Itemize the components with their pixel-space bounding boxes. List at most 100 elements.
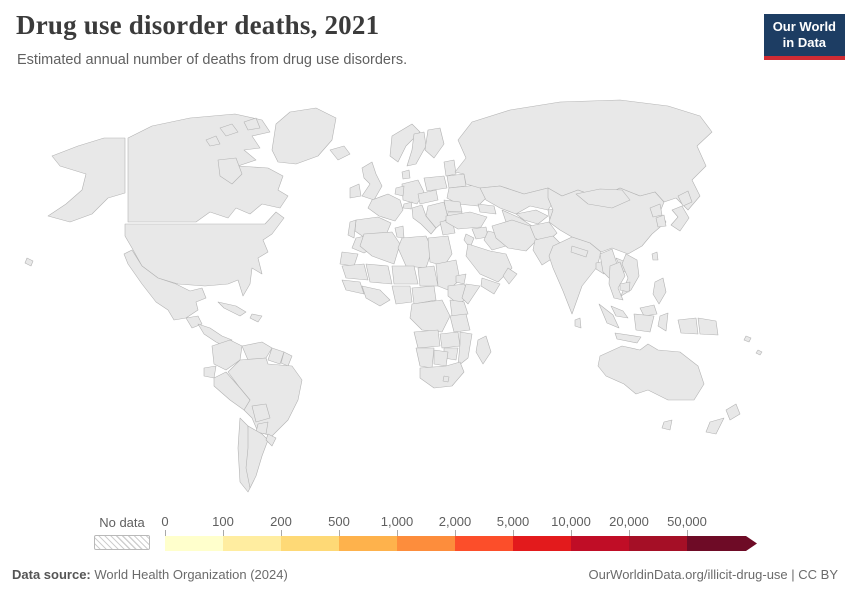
legend-bin-1,000–2,000[interactable] [397,536,455,551]
country-canada-arctic1[interactable] [219,123,239,137]
country-uk[interactable] [361,161,383,201]
country-egypt[interactable] [427,235,453,267]
country-canada[interactable] [127,113,289,223]
country-new-zealand-north[interactable] [725,403,741,421]
country-canada-arctic2[interactable] [243,117,261,131]
country-west-africa-coast[interactable] [361,285,391,307]
country-indonesia-papua[interactable] [677,317,699,335]
country-guyana-suriname[interactable] [267,347,285,365]
country-new-zealand-south[interactable] [705,417,725,435]
country-algeria[interactable] [359,231,401,265]
legend-bin-200–500[interactable] [281,536,339,551]
country-eritrea[interactable] [455,273,467,285]
country-iran[interactable] [491,219,538,252]
legend-bin-500–1,000[interactable] [339,536,397,551]
country-angola[interactable] [413,329,441,349]
country-denmark[interactable] [401,169,411,180]
country-uzbekistan[interactable] [515,209,549,225]
country-cambodia[interactable] [619,281,631,293]
country-niger[interactable] [391,265,419,285]
country-iceland[interactable] [329,145,351,161]
legend-no-data[interactable]: No data [94,515,150,550]
country-bolivia[interactable] [251,403,271,423]
country-botswana[interactable] [433,349,449,367]
country-canada-arctic3[interactable] [205,135,221,147]
country-sri-lanka[interactable] [574,317,582,329]
country-sweden[interactable] [406,131,427,167]
country-greenland[interactable] [271,107,337,165]
legend-bin-10,000–20,000[interactable] [571,536,629,551]
country-romania[interactable] [443,199,463,213]
legend-bin-2,000–5,000[interactable] [455,536,513,551]
country-namibia[interactable] [415,347,435,369]
country-uganda-kenya[interactable] [449,299,469,317]
country-lesotho[interactable] [442,375,450,383]
country-indonesia-java[interactable] [614,332,642,344]
legend-bin-100–200[interactable] [223,536,281,551]
country-zambia[interactable] [439,331,461,349]
country-poland[interactable] [423,175,448,192]
country-mozambique[interactable] [457,331,473,367]
country-cuba[interactable] [217,301,247,317]
country-south-africa[interactable] [419,361,465,389]
country-indonesia-sulawesi[interactable] [657,312,669,332]
country-mauritania[interactable] [341,263,369,281]
country-somalia[interactable] [461,283,481,305]
country-uruguay[interactable] [265,433,277,447]
country-indonesia-borneo[interactable] [633,313,655,333]
country-austria-czech[interactable] [417,189,439,205]
country-japan-honshu[interactable] [670,205,690,232]
country-madagascar[interactable] [475,335,492,365]
country-ireland[interactable] [349,183,362,199]
country-paraguay[interactable] [255,421,269,435]
country-portugal[interactable] [347,219,357,239]
country-south-korea[interactable] [655,214,667,228]
country-mexico[interactable] [123,249,207,321]
country-philippines[interactable] [652,277,667,305]
country-oman[interactable] [502,267,518,285]
legend-bin-20,000–50,000[interactable] [629,536,687,551]
country-north-korea[interactable] [649,203,663,218]
country-tanzania[interactable] [449,313,471,333]
country-belarus[interactable] [446,173,467,189]
legend-bin-50,000+[interactable] [687,536,757,551]
country-indonesia-sumatra[interactable] [598,303,620,329]
footer-link[interactable]: OurWorldinData.org/illicit-drug-use | CC… [588,567,839,582]
country-hawaii[interactable] [24,257,34,267]
country-libya[interactable] [397,235,433,269]
country-nepal[interactable] [570,245,589,258]
country-taiwan[interactable] [651,251,659,261]
country-tasmania[interactable] [661,419,673,431]
country-australia[interactable] [597,343,705,401]
country-papua-new-guinea[interactable] [697,317,719,336]
country-ecuador[interactable] [203,365,217,379]
country-alaska[interactable] [47,137,126,223]
country-pacific-islands[interactable] [743,335,763,356]
country-yemen[interactable] [480,277,501,295]
legend-bin-0–100[interactable] [165,536,223,551]
country-benelux[interactable] [394,185,405,197]
country-caucasus[interactable] [477,203,497,215]
country-finland[interactable] [424,127,445,159]
owid-logo[interactable]: Our World in Data [763,14,845,60]
country-senegal-guinea[interactable] [341,279,365,295]
country-venezuela[interactable] [241,341,273,361]
country-france[interactable] [367,193,404,222]
country-baltics[interactable] [443,159,457,177]
country-norway[interactable] [389,123,421,163]
legend-bin-5,000–10,000[interactable] [513,536,571,551]
country-malaysia[interactable] [610,305,629,319]
country-nigeria[interactable] [391,285,413,305]
country-chad[interactable] [417,265,439,287]
country-western-sahara[interactable] [339,251,359,267]
country-tunisia[interactable] [394,225,405,239]
country-india[interactable] [548,236,602,315]
country-cameroon-car[interactable] [411,285,437,305]
country-guatemala[interactable] [185,315,203,329]
country-mali[interactable] [365,263,393,285]
country-japan-hokkaido[interactable] [677,190,693,207]
country-drc[interactable] [409,299,451,333]
country-switzerland[interactable] [402,201,413,210]
country-mongolia[interactable] [575,188,631,209]
country-argentina[interactable] [245,425,269,489]
